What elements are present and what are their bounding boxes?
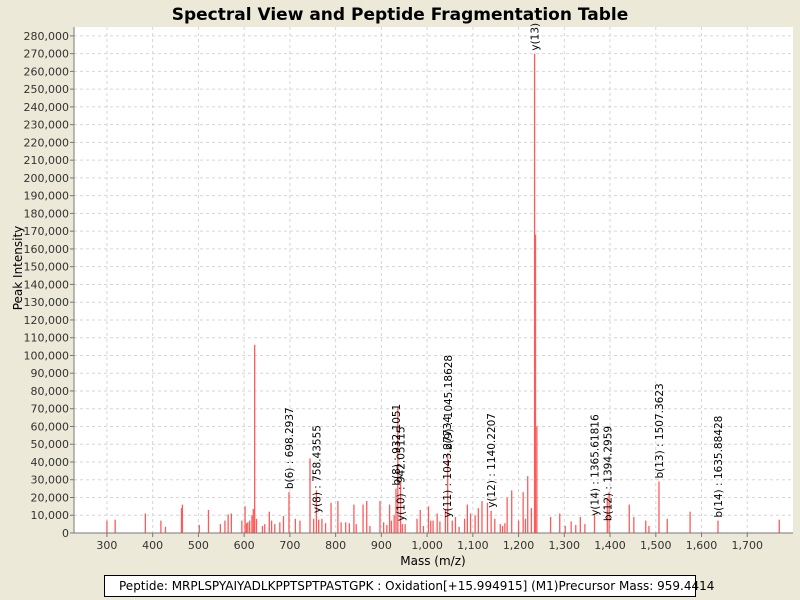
y-tick-label: 10,000	[31, 509, 70, 522]
peak-annotation: y(10) : 942.05115	[396, 426, 408, 521]
y-tick-label: 60,000	[31, 420, 70, 433]
y-axis-label: Peak Intensity	[11, 226, 25, 311]
y-tick-label: 190,000	[24, 190, 70, 203]
peak-annotation: b(13) : 1507.3623	[654, 383, 666, 478]
x-axis-label: Mass (m/z)	[400, 554, 465, 568]
peak-annotation: b(12) : 1394.2959	[602, 426, 614, 521]
y-tick-label: 170,000	[24, 225, 70, 238]
peak-annotation: b(6) : 698.2937	[284, 407, 296, 489]
x-tick-label: 1,300	[549, 539, 581, 552]
y-tick-label: 110,000	[24, 332, 70, 345]
peptide-sequence: Peptide: MRPLSPYAIYADLKPPTSPTPASTGPK : O…	[119, 579, 559, 593]
peptide-info-box: Peptide: MRPLSPYAIYADLKPPTSPTPASTGPK : O…	[104, 575, 714, 597]
y-tick-label: 100,000	[24, 349, 70, 362]
y-tick-label: 130,000	[24, 296, 70, 309]
x-tick-label: 1,600	[686, 539, 718, 552]
y-tick-label: 180,000	[24, 207, 70, 220]
y-tick-label: 160,000	[24, 243, 70, 256]
x-tick-label: 1,700	[732, 539, 764, 552]
y-tick-label: 70,000	[31, 403, 70, 416]
y-tick-label: 210,000	[24, 154, 70, 167]
x-tick-label: 900	[371, 539, 392, 552]
y-tick-label: 30,000	[31, 474, 70, 487]
y-tick-label: 150,000	[24, 261, 70, 274]
y-tick-label: 240,000	[24, 101, 70, 114]
y-tick-label: 120,000	[24, 314, 70, 327]
y-tick-label: 200,000	[24, 172, 70, 185]
x-tick-label: 300	[96, 539, 117, 552]
y-tick-label: 90,000	[31, 367, 70, 380]
plot-area	[74, 27, 793, 533]
chart-title: Spectral View and Peptide Fragmentation …	[172, 5, 629, 25]
peak-annotation: y(11) : 1043.27734	[442, 416, 454, 518]
peak-annotation: y(8) : 758.43555	[312, 425, 324, 513]
x-tick-label: 1,100	[457, 539, 489, 552]
y-tick-label: 260,000	[24, 65, 70, 78]
y-tick-label: 80,000	[31, 385, 70, 398]
y-tick-label: 280,000	[24, 30, 70, 43]
y-tick-label: 250,000	[24, 83, 70, 96]
y-tick-label: 0	[62, 527, 69, 540]
y-tick-label: 20,000	[31, 491, 70, 504]
peak-annotations: b(6) : 698.2937 y(8) : 758.43555 b(8) : 93…	[284, 23, 725, 521]
x-tick-label: 1,500	[640, 539, 672, 552]
x-tick-label: 1,200	[503, 539, 535, 552]
precursor-mass: Precursor Mass: 959.4414	[558, 579, 715, 593]
x-tick-label: 600	[234, 539, 255, 552]
peak-bars	[106, 53, 780, 533]
y-tick-label: 230,000	[24, 119, 70, 132]
peak-annotation: y(13)	[530, 23, 542, 51]
x-tick-label: 400	[142, 539, 163, 552]
peak-annotation: b(9) : 1045.18628	[443, 355, 455, 450]
peak-annotation: b(14) : 1635.88428	[713, 416, 725, 518]
y-tick-label: 220,000	[24, 136, 70, 149]
axes: 0 10,000 20,000 30,000 40,000 50,000 60,000 70,…	[24, 27, 793, 552]
peak-annotation: b(8) : 932.1051	[391, 404, 403, 486]
x-tick-label: 500	[188, 539, 209, 552]
peak-annotation: y(14) : 1365.61816	[589, 414, 601, 516]
x-tick-label: 1,000	[411, 539, 443, 552]
x-tick-label: 700	[279, 539, 300, 552]
grid-lines	[74, 27, 793, 533]
y-tick-label: 40,000	[31, 456, 70, 469]
y-tick-label: 140,000	[24, 278, 70, 291]
y-tick-label: 270,000	[24, 48, 70, 61]
x-tick-label: 800	[325, 539, 346, 552]
x-tick-label: 1,400	[594, 539, 626, 552]
peak-annotation: y(12) : 1140.2207	[486, 413, 498, 508]
y-tick-label: 50,000	[31, 438, 70, 451]
